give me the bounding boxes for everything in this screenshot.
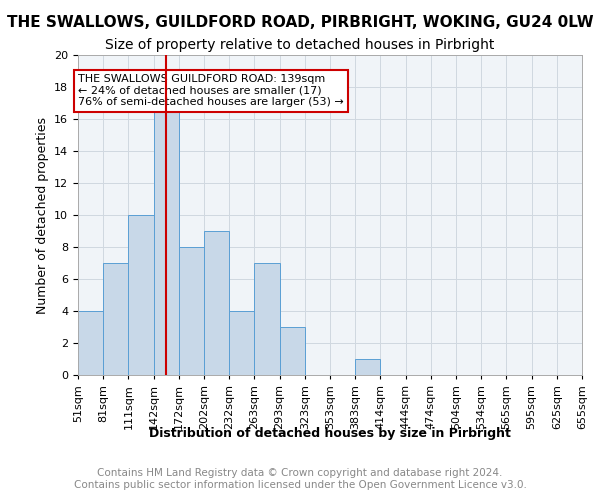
Bar — [179, 247, 204, 375]
Bar — [280, 327, 305, 375]
Y-axis label: Number of detached properties: Number of detached properties — [35, 116, 49, 314]
Bar — [229, 311, 254, 375]
Text: Distribution of detached houses by size in Pirbright: Distribution of detached houses by size … — [149, 428, 511, 440]
Text: THE SWALLOWS, GUILDFORD ROAD, PIRBRIGHT, WOKING, GU24 0LW: THE SWALLOWS, GUILDFORD ROAD, PIRBRIGHT,… — [7, 15, 593, 30]
Bar — [154, 103, 179, 375]
Bar — [204, 231, 229, 375]
Text: THE SWALLOWS GUILDFORD ROAD: 139sqm
← 24% of detached houses are smaller (17)
76: THE SWALLOWS GUILDFORD ROAD: 139sqm ← 24… — [78, 74, 344, 108]
Bar — [103, 263, 128, 375]
Bar — [355, 359, 380, 375]
Text: Contains HM Land Registry data © Crown copyright and database right 2024.
Contai: Contains HM Land Registry data © Crown c… — [74, 468, 526, 490]
Bar — [128, 215, 154, 375]
Bar — [254, 263, 280, 375]
Bar — [78, 311, 103, 375]
Text: Size of property relative to detached houses in Pirbright: Size of property relative to detached ho… — [106, 38, 494, 52]
